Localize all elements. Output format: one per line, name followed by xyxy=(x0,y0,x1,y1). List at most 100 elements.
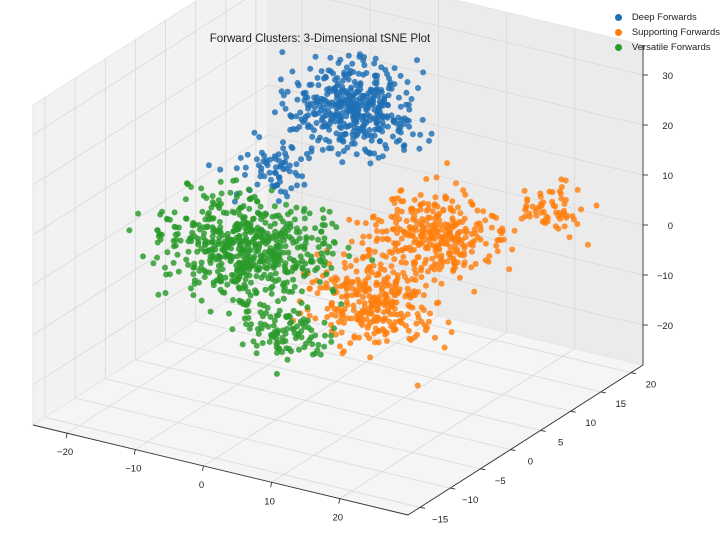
data-point xyxy=(453,221,460,228)
data-point xyxy=(280,249,287,256)
data-point xyxy=(336,343,343,350)
data-point xyxy=(426,214,433,221)
data-point xyxy=(558,176,565,183)
data-point xyxy=(404,291,411,298)
data-point xyxy=(540,208,547,215)
data-point xyxy=(456,274,463,281)
data-point xyxy=(541,217,548,224)
data-point xyxy=(201,248,208,255)
y-tick-label: 5 xyxy=(558,437,563,448)
data-point xyxy=(284,88,291,95)
data-point xyxy=(318,68,325,75)
data-point xyxy=(201,274,208,280)
data-point xyxy=(360,233,367,240)
data-point xyxy=(227,189,234,196)
legend: Deep Forwards Supporting Forwards Versat… xyxy=(607,10,720,55)
data-point xyxy=(444,160,451,167)
data-point xyxy=(394,240,401,247)
data-point xyxy=(321,222,328,229)
z-tick-label: 30 xyxy=(662,71,673,82)
data-point xyxy=(324,305,331,312)
data-point xyxy=(555,213,562,220)
data-point xyxy=(376,300,383,307)
data-point xyxy=(237,154,244,161)
data-point xyxy=(357,94,364,101)
data-point xyxy=(230,228,237,235)
data-point xyxy=(425,268,432,275)
gridline-z-left xyxy=(32,134,269,286)
data-point xyxy=(404,79,411,85)
data-point xyxy=(407,303,413,310)
data-point xyxy=(280,287,287,294)
data-point xyxy=(234,267,241,274)
data-point xyxy=(431,236,438,242)
y-tick-mark xyxy=(450,487,456,490)
data-point xyxy=(383,338,390,344)
data-point xyxy=(459,219,466,225)
data-point xyxy=(280,295,287,302)
data-point xyxy=(240,203,247,209)
data-point xyxy=(395,94,402,101)
data-point xyxy=(408,205,415,212)
data-point xyxy=(574,221,581,227)
data-point xyxy=(328,102,335,109)
data-point xyxy=(271,317,278,324)
data-point xyxy=(366,251,373,258)
data-point xyxy=(469,242,476,249)
data-point xyxy=(342,264,349,271)
data-point xyxy=(380,309,387,316)
data-point xyxy=(368,97,375,104)
data-point xyxy=(434,203,441,210)
data-point xyxy=(229,326,236,333)
data-point xyxy=(315,244,322,251)
data-point xyxy=(245,288,252,295)
legend-label-versatile-forwards: Versatile Forwards xyxy=(631,42,711,53)
data-point xyxy=(263,240,269,247)
data-point xyxy=(267,223,274,230)
data-point xyxy=(340,251,347,258)
data-point xyxy=(312,53,319,60)
data-point xyxy=(456,251,463,258)
data-point xyxy=(221,289,228,296)
data-point xyxy=(331,278,338,285)
data-point xyxy=(393,219,399,226)
data-point xyxy=(240,269,246,276)
data-point xyxy=(321,240,328,247)
data-point xyxy=(468,264,475,271)
data-point xyxy=(316,279,323,285)
data-point xyxy=(293,229,300,236)
data-point xyxy=(191,280,198,287)
data-point xyxy=(422,327,429,334)
data-point xyxy=(537,190,544,197)
data-point xyxy=(306,285,313,292)
data-point xyxy=(429,255,436,262)
data-point xyxy=(339,311,346,318)
scatter-points xyxy=(126,49,600,389)
data-point xyxy=(312,225,319,232)
y-tick-mark xyxy=(419,506,426,509)
data-point xyxy=(256,134,263,140)
data-point xyxy=(319,206,326,213)
data-point xyxy=(217,254,224,261)
data-point xyxy=(255,210,262,217)
data-point xyxy=(409,131,416,138)
y-tick-label: −5 xyxy=(495,476,506,487)
data-point xyxy=(171,209,178,216)
data-point xyxy=(304,304,311,311)
data-point xyxy=(359,240,366,246)
data-point xyxy=(268,332,274,338)
data-point xyxy=(239,261,246,268)
data-point xyxy=(326,208,333,215)
data-point xyxy=(412,236,419,243)
data-point xyxy=(388,263,395,270)
gridline-z-left xyxy=(32,84,269,236)
y-tick-label: 20 xyxy=(646,380,657,391)
data-point xyxy=(291,216,298,223)
data-point xyxy=(302,94,309,101)
data-point xyxy=(401,147,408,153)
data-point xyxy=(432,334,438,341)
data-point xyxy=(140,253,146,260)
data-point xyxy=(321,123,328,130)
data-point xyxy=(372,55,379,62)
